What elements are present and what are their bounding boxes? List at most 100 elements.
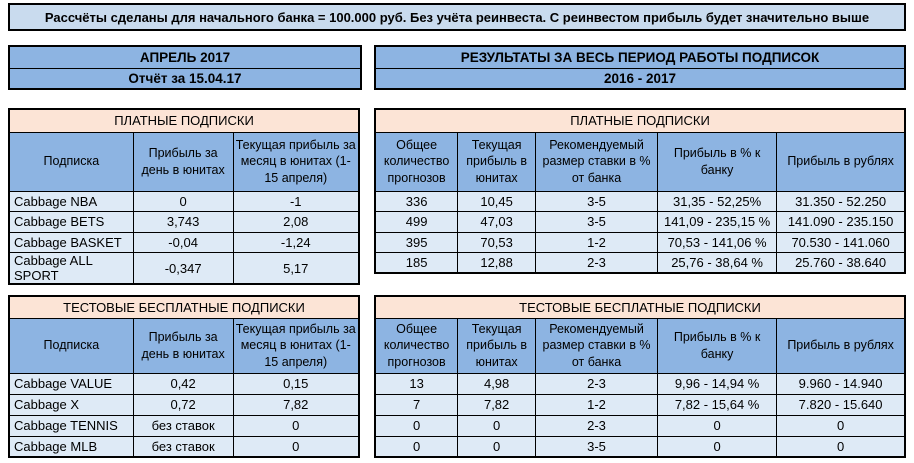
column-header-row: Общее количество прогнозов Текущая прибыл… [374,317,906,374]
column-header-row: Подписка Прибыль за день в юнитах Текущая … [8,131,360,192]
column-header: Подписка [8,317,134,374]
column-header: Общее количество прогнозов [374,131,459,192]
value-cell: 0,42 [132,372,234,395]
value-cell: 0 [132,190,234,212]
table-row: Cabbage BASKET -0,04 -1,24 [8,231,360,253]
value-cell: 1-2 [535,231,658,253]
value-cell: -0,347 [132,252,234,285]
subscription-name-cell: Cabbage VALUE [8,372,134,395]
table-title: ПЛАТНЫЕ ПОДПИСКИ [374,108,906,133]
value-cell: 141,09 - 235,15 % [656,211,778,233]
overall-results-title: РЕЗУЛЬТАТЫ ЗА ВЕСЬ ПЕРИОД РАБОТЫ ПОДПИСО… [460,49,820,65]
column-header: Прибыль за день в юнитах [132,131,234,192]
table-row: 0 0 2-3 0 0 [374,414,906,437]
data-table: ТЕСТОВЫЕ БЕСПЛАТНЫЕ ПОДПИСКИ Подписка Приб… [8,295,360,458]
data-table: ТЕСТОВЫЕ БЕСПЛАТНЫЕ ПОДПИСКИ Общее количе… [374,295,906,458]
overall-results-header: РЕЗУЛЬТАТЫ ЗА ВЕСЬ ПЕРИОД РАБОТЫ ПОДПИСО… [374,45,906,90]
value-cell: 3-5 [535,211,658,233]
value-cell: без ставок [132,435,234,458]
table-row: 0 0 3-5 0 0 [374,435,906,458]
column-header: Текущая прибыль в юнитах [457,317,537,374]
value-cell: 395 [374,231,459,253]
table-row: 7 7,82 1-2 7,82 - 15,64 % 7.820 - 15.640 [374,393,906,416]
value-cell: 70,53 - 141,06 % [656,231,778,253]
value-cell: 4,98 [457,372,537,395]
value-cell: 0 [776,414,906,437]
value-cell: 0 [457,435,537,458]
table-row: 336 10,45 3-5 31,35 - 52,25% 31.350 - 52.250 [374,190,906,212]
value-cell: 70.530 - 141.060 [776,231,906,253]
value-cell: 0 [232,414,360,437]
table-row: Cabbage BETS 3,743 2,08 [8,211,360,233]
value-cell: 7,82 - 15,64 % [656,393,778,416]
free-subscriptions-month-table: ТЕСТОВЫЕ БЕСПЛАТНЫЕ ПОДПИСКИ Подписка Приб… [8,295,360,458]
value-cell: 0 [776,435,906,458]
value-cell: -1 [232,190,360,212]
bank-calculation-banner: Рассчёты сделаны для начального банка = … [8,3,906,31]
table-row: Cabbage X 0,72 7,82 [8,393,360,416]
table-row: Cabbage MLB без ставок 0 [8,435,360,458]
value-cell: 2-3 [535,414,658,437]
value-cell: 7.820 - 15.640 [776,393,906,416]
value-cell: 1-2 [535,393,658,416]
column-header: Текущая прибыль за месяц в юнитах (1-15 … [232,131,360,192]
value-cell: 31.350 - 52.250 [776,190,906,212]
data-table: ПЛАТНЫЕ ПОДПИСКИ Подписка Прибыль за день … [8,108,360,285]
subscription-name-cell: Cabbage ALL SPORT [8,252,134,285]
table-row: 499 47,03 3-5 141,09 - 235,15 % 141.090 - 23… [374,211,906,233]
column-header: Текущая прибыль в юнитах [457,131,537,192]
value-cell: -0,04 [132,231,234,253]
month-report-header: АПРЕЛЬ 2017 Отчёт за 15.04.17 [8,45,362,90]
value-cell: 141.090 - 235.150 [776,211,906,233]
value-cell: 0 [374,435,459,458]
subscription-name-cell: Cabbage MLB [8,435,134,458]
value-cell: 3-5 [535,190,658,212]
value-cell: 336 [374,190,459,212]
value-cell: 5,17 [232,252,360,285]
table-row: Cabbage VALUE 0,42 0,15 [8,372,360,395]
month-title: АПРЕЛЬ 2017 [139,49,231,65]
value-cell: без ставок [132,414,234,437]
column-header: Прибыль за день в юнитах [132,317,234,374]
column-header: Прибыль в рублях [776,131,906,192]
value-cell: 3-5 [535,435,658,458]
value-cell: 0,15 [232,372,360,395]
value-cell: 31,35 - 52,25% [656,190,778,212]
subscription-name-cell: Cabbage NBA [8,190,134,212]
column-header-row: Общее количество прогнозов Текущая прибыл… [374,131,906,192]
subscription-name-cell: Cabbage BASKET [8,231,134,253]
value-cell: 0 [457,414,537,437]
value-cell: 12,88 [457,252,537,274]
table-row: Cabbage ALL SPORT -0,347 5,17 [8,252,360,285]
value-cell: 499 [374,211,459,233]
table-row: 185 12,88 2-3 25,76 - 38,64 % 25.760 - 38.64… [374,252,906,274]
value-cell: 0 [232,435,360,458]
banner-text: Рассчёты сделаны для начального банка = … [44,9,870,25]
value-cell: 2-3 [535,252,658,274]
value-cell: 25,76 - 38,64 % [656,252,778,274]
table-title: ТЕСТОВЫЕ БЕСПЛАТНЫЕ ПОДПИСКИ [374,295,906,319]
value-cell: 185 [374,252,459,274]
column-header: Прибыль в рублях [776,317,906,374]
value-cell: 0 [656,414,778,437]
value-cell: 70,53 [457,231,537,253]
table-title: ПЛАТНЫЕ ПОДПИСКИ [8,108,360,133]
table-row: 13 4,98 2-3 9,96 - 14,94 % 9.960 - 14.940 [374,372,906,395]
value-cell: 25.760 - 38.640 [776,252,906,274]
value-cell: 7 [374,393,459,416]
subscription-name-cell: Cabbage TENNIS [8,414,134,437]
free-subscriptions-overall-table: ТЕСТОВЫЕ БЕСПЛАТНЫЕ ПОДПИСКИ Общее количе… [374,295,906,458]
paid-subscriptions-month-table: ПЛАТНЫЕ ПОДПИСКИ Подписка Прибыль за день … [8,108,360,285]
report-date: Отчёт за 15.04.17 [10,67,360,89]
value-cell: 2,08 [232,211,360,233]
column-header-row: Подписка Прибыль за день в юнитах Текущая … [8,317,360,374]
column-header: Текущая прибыль за месяц в юнитах (1-15 … [232,317,360,374]
overall-results-years: 2016 - 2017 [376,67,904,89]
value-cell: 47,03 [457,211,537,233]
value-cell: 9.960 - 14.940 [776,372,906,395]
value-cell: 3,743 [132,211,234,233]
data-table: ПЛАТНЫЕ ПОДПИСКИ Общее количество прогноз… [374,108,906,274]
column-header: Общее количество прогнозов [374,317,459,374]
value-cell: -1,24 [232,231,360,253]
subscription-name-cell: Cabbage BETS [8,211,134,233]
